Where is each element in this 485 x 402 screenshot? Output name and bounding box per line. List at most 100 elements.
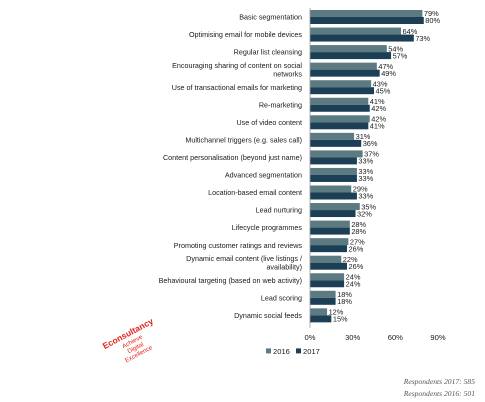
value-label: 47%: [378, 62, 393, 71]
bar-2017: [310, 69, 380, 77]
bar-2016: [310, 308, 328, 316]
bar-2017: [310, 245, 347, 253]
bar-2017: [310, 280, 345, 288]
value-label: 28%: [351, 227, 366, 236]
category-label: Lead scoring: [261, 293, 302, 302]
value-label: 28%: [351, 220, 366, 229]
value-label: 24%: [346, 279, 361, 288]
value-label: 43%: [373, 79, 388, 88]
bar-2016: [310, 45, 387, 53]
bar-2016: [310, 238, 349, 246]
value-label: 45%: [376, 86, 391, 95]
bar-2017: [310, 157, 357, 165]
bar-2017: [310, 262, 347, 270]
legend-swatch-2016: [266, 348, 271, 354]
bar-2016: [310, 150, 363, 158]
value-label: 32%: [357, 209, 372, 218]
legend: 2016 2017: [266, 347, 320, 356]
value-label: 33%: [358, 157, 373, 166]
category-label: Multichannel triggers (e.g. sales call): [185, 135, 302, 144]
bar-2017: [310, 87, 374, 95]
value-label: 18%: [337, 290, 352, 299]
category-label: Use of video content: [236, 118, 302, 127]
category-label: Lifecycle programmes: [232, 223, 303, 232]
value-label: 37%: [364, 150, 379, 159]
x-tick-label: 60%: [388, 333, 403, 342]
bar-2016: [310, 203, 360, 211]
value-label: 18%: [337, 297, 352, 306]
bar-2016: [310, 10, 423, 17]
bar-2017: [310, 139, 362, 147]
value-label: 33%: [358, 167, 373, 176]
value-label: 80%: [425, 16, 440, 25]
bar-2017: [310, 34, 414, 42]
bar-2016: [310, 132, 355, 140]
value-label: 36%: [363, 139, 378, 148]
value-label: 26%: [348, 262, 363, 271]
category-label: Dynamic social feeds: [234, 311, 302, 320]
value-label: 54%: [388, 44, 403, 53]
value-label: 73%: [415, 34, 430, 43]
bar-2016: [310, 255, 342, 263]
bar-2017: [310, 122, 369, 130]
x-axis-ticks: 0% 30% 60% 90%: [305, 333, 446, 342]
category-label: Lead nurturing: [256, 206, 302, 215]
value-label: 27%: [350, 237, 365, 246]
category-label: Location-based email content: [208, 188, 302, 197]
bar-2017: [310, 174, 357, 182]
category-label: Regular list cleansing: [234, 48, 302, 57]
category-label: Encouraging sharing of content on social: [172, 61, 302, 70]
category-label: Advanced segmentation: [225, 171, 302, 180]
value-label: 33%: [358, 174, 373, 183]
category-label: availability): [266, 263, 302, 272]
value-label: 26%: [348, 244, 363, 253]
value-label: 29%: [353, 185, 368, 194]
category-label: Basic segmentation: [239, 13, 302, 22]
category-label: Re-marketing: [259, 100, 302, 109]
category-label: networks: [273, 70, 302, 79]
bar-2016: [310, 115, 370, 123]
bar-2016: [310, 185, 352, 193]
value-label: 79%: [424, 9, 439, 18]
value-label: 49%: [381, 69, 396, 78]
bar-2016: [310, 220, 350, 228]
bar-2017: [310, 104, 370, 112]
value-label: 35%: [361, 202, 376, 211]
legend-label-2017: 2017: [303, 347, 320, 356]
bar-2016: [310, 290, 336, 298]
category-label: Use of transactional emails for marketin…: [172, 83, 302, 92]
value-label: 22%: [343, 255, 358, 264]
value-label: 31%: [356, 132, 371, 141]
value-label: 15%: [333, 315, 348, 324]
bar-2016: [310, 167, 357, 175]
category-labels: Basic segmentation Optimising email for m…: [159, 13, 303, 320]
category-label: Dynamic email content (live listings /: [186, 254, 302, 263]
bar-2016: [310, 80, 372, 88]
legend-label-2016: 2016: [273, 347, 290, 356]
bar-2016: [310, 27, 402, 35]
category-label: Content personalisation (beyond just nam…: [163, 153, 302, 162]
value-label: 24%: [346, 272, 361, 281]
x-tick-label: 90%: [430, 333, 445, 342]
value-label: 12%: [329, 308, 344, 317]
value-label: 42%: [371, 115, 386, 124]
bar-2017: [310, 315, 332, 323]
bar-2017: [310, 227, 350, 235]
value-label: 42%: [371, 104, 386, 113]
category-label: Optimising email for mobile devices: [189, 30, 302, 39]
legend-swatch-2017: [296, 348, 301, 354]
category-label: Behavioural targeting (based on web acti…: [159, 276, 302, 285]
bar-2017: [310, 210, 356, 218]
category-label: Promoting customer ratings and reviews: [174, 241, 303, 250]
bar-2017: [310, 192, 357, 200]
value-label: 41%: [370, 97, 385, 106]
value-label: 41%: [370, 122, 385, 131]
bar-2016: [310, 273, 345, 281]
respondents-2017-note: Respondents 2017: 585: [403, 377, 475, 386]
bar-2017: [310, 52, 392, 60]
x-tick-label: 30%: [345, 333, 360, 342]
bar-2016: [310, 97, 369, 105]
respondents-2016-note: Respondents 2016: 501: [403, 389, 475, 398]
x-tick-label: 0%: [305, 333, 316, 342]
